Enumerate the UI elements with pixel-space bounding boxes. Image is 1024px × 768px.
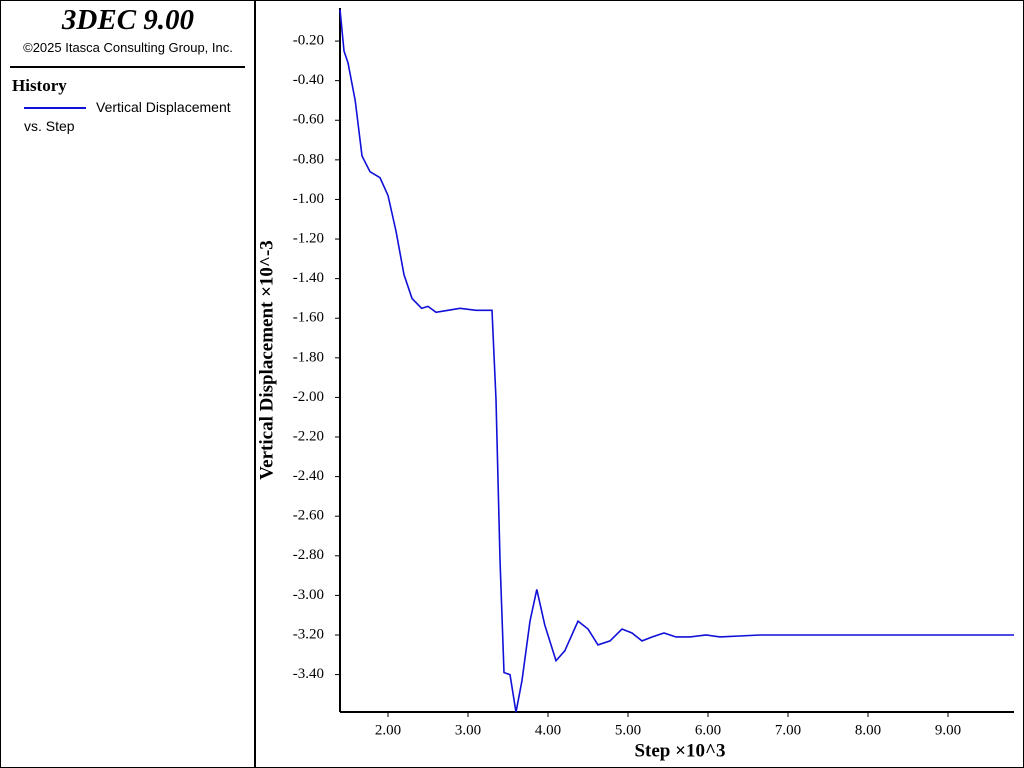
y-tick-label: -2.00 [293, 389, 324, 405]
copyright: ©2025 Itasca Consulting Group, Inc. [23, 40, 233, 55]
y-tick-label: -2.20 [293, 428, 324, 444]
x-tick-label: 2.00 [375, 722, 401, 738]
y-tick-label: -1.60 [293, 310, 324, 326]
y-tick-label: -0.20 [293, 32, 324, 48]
y-tick-label: -3.00 [293, 587, 324, 603]
sidebar: 3DEC 9.00 ©2025 Itasca Consulting Group,… [0, 0, 256, 768]
y-tick-label: -0.40 [293, 72, 324, 88]
data-line [339, 9, 1014, 713]
y-tick-label: -1.40 [293, 270, 324, 286]
y-axis-label: Vertical Displacement ×10^-3 [256, 240, 277, 480]
y-tick-label: -2.40 [293, 468, 324, 484]
y-tick-label: -3.20 [293, 626, 324, 642]
x-tick-label: 8.00 [855, 722, 881, 738]
x-tick-label: 9.00 [935, 722, 961, 738]
x-axis-label: Step ×10^3 [634, 740, 725, 761]
y-tick-label: -0.60 [293, 112, 324, 128]
x-tick-label: 6.00 [695, 722, 721, 738]
panel-heading: History [12, 76, 67, 95]
y-tick-label: -3.40 [293, 666, 324, 682]
x-tick-label: 4.00 [535, 722, 561, 738]
legend-swatch [24, 107, 86, 110]
legend: Vertical Displacement vs. Step [24, 98, 252, 136]
y-tick-label: -0.80 [293, 151, 324, 167]
app-title: 3DEC 9.00 [61, 4, 195, 36]
y-tick-label: -1.80 [293, 349, 324, 365]
x-tick-label: 3.00 [455, 722, 481, 738]
y-tick-label: -1.20 [293, 230, 324, 246]
x-tick-label: 5.00 [615, 722, 641, 738]
y-tick-label: -2.60 [293, 508, 324, 524]
legend-label: Vertical Displacement vs. Step [24, 99, 231, 134]
divider [10, 66, 245, 68]
y-tick-label: -1.00 [293, 191, 324, 207]
x-tick-label: 7.00 [775, 722, 801, 738]
y-tick-label: -2.80 [293, 547, 324, 563]
